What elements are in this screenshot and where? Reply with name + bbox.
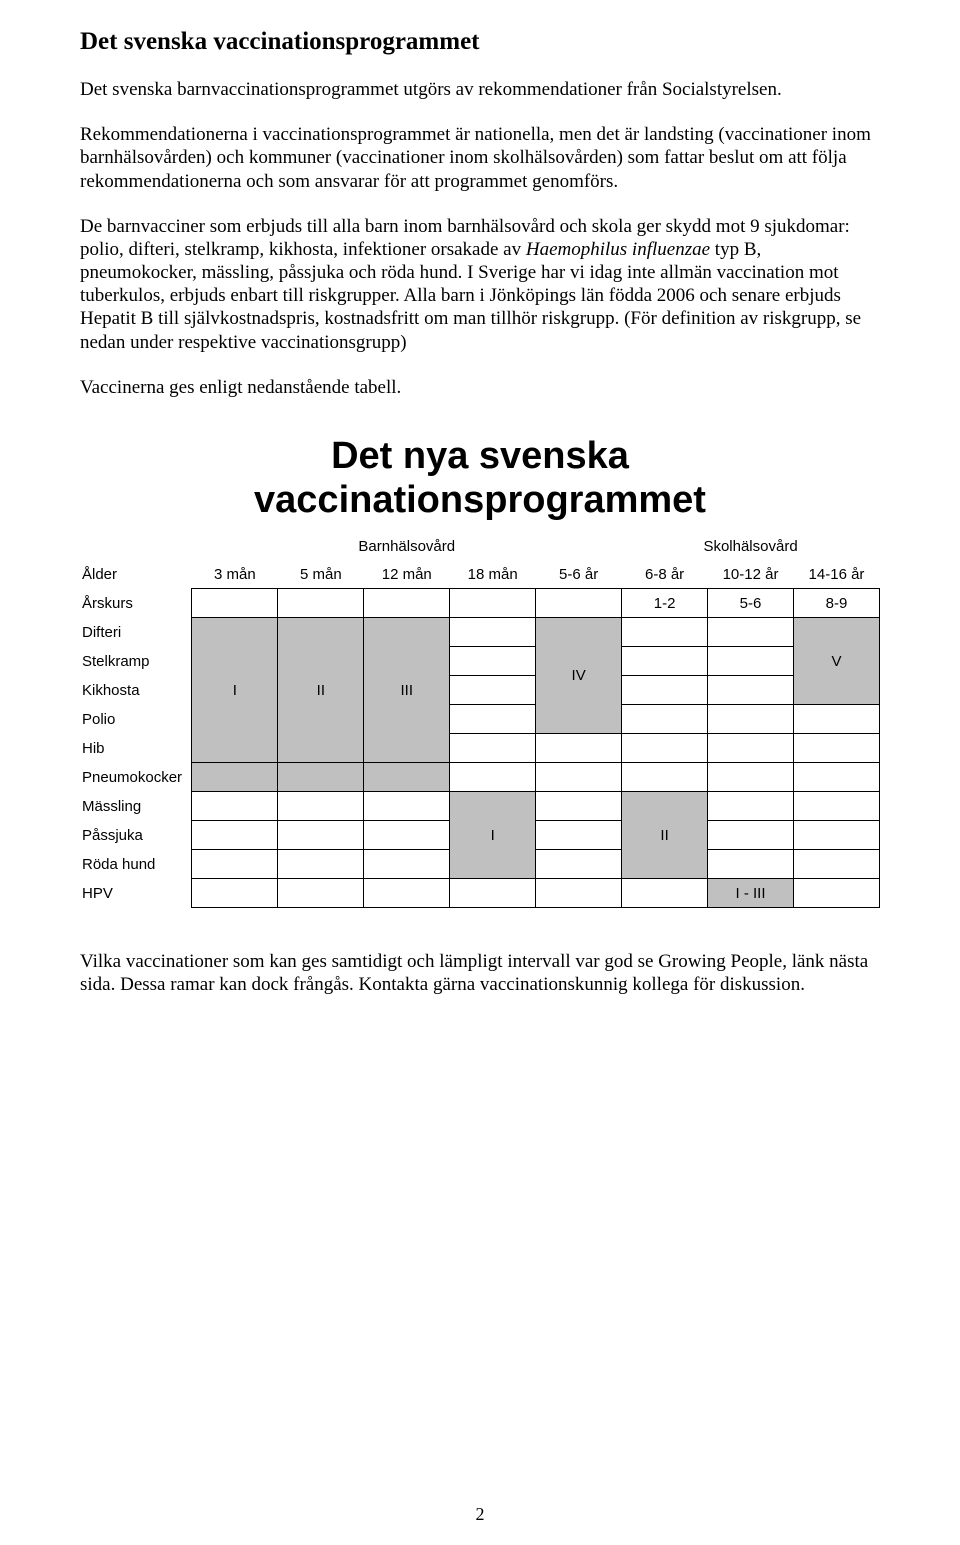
age-col-4: 5-6 år xyxy=(536,560,622,589)
intro-paragraph-3: De barnvacciner som erbjuds till alla ba… xyxy=(80,215,880,354)
dose-hpv: I - III xyxy=(708,879,794,908)
table-age-row: Ålder 3 mån 5 mån 12 mån 18 mån 5-6 år 6… xyxy=(80,560,880,589)
age-col-2: 12 mån xyxy=(364,560,450,589)
dose-ii: II xyxy=(278,618,364,763)
dose-mmr1: I xyxy=(450,792,536,879)
row-kikhosta: Kikhosta xyxy=(80,676,192,705)
page-heading: Det svenska vaccinationsprogrammet xyxy=(80,28,880,56)
row-difteri: Difteri xyxy=(80,618,192,647)
p3-italic: Haemophilus influenzae xyxy=(526,239,710,260)
chart-title: Det nya svenska vaccinationsprogrammet xyxy=(80,435,880,522)
row-stelkramp: Stelkramp xyxy=(80,647,192,676)
intro-paragraph-2: Rekommendationerna i vaccinationsprogram… xyxy=(80,123,880,193)
vaccination-schedule-table: Barnhälsovård Skolhälsovård Ålder 3 mån … xyxy=(80,532,880,908)
table-row: Pneumokocker xyxy=(80,763,880,792)
table-row: Difteri I II III IV V xyxy=(80,618,880,647)
year-row-label: Årskurs xyxy=(80,589,192,618)
table-row: Mässling I II xyxy=(80,792,880,821)
age-col-7: 14-16 år xyxy=(793,560,879,589)
age-col-1: 5 mån xyxy=(278,560,364,589)
table-row: HPV I - III xyxy=(80,879,880,908)
section-right-label: Skolhälsovård xyxy=(622,532,880,560)
dose-iii: III xyxy=(364,618,450,763)
dose-v: V xyxy=(793,618,879,705)
intro-paragraph-4: Vaccinerna ges enligt nedanstående tabel… xyxy=(80,376,880,399)
section-left-label: Barnhälsovård xyxy=(192,532,622,560)
document-page: Det svenska vaccinationsprogrammet Det s… xyxy=(0,0,960,1545)
row-hpv: HPV xyxy=(80,879,192,908)
year-2: 5-6 xyxy=(708,589,794,618)
row-pneumokocker: Pneumokocker xyxy=(80,763,192,792)
row-polio: Polio xyxy=(80,705,192,734)
row-rodahund: Röda hund xyxy=(80,850,192,879)
year-1: 1-2 xyxy=(622,589,708,618)
table-year-row: Årskurs 1-2 5-6 8-9 xyxy=(80,589,880,618)
dose-i: I xyxy=(192,618,278,763)
dose-mmr2: II xyxy=(622,792,708,879)
age-row-label: Ålder xyxy=(80,560,192,589)
row-massling: Mässling xyxy=(80,792,192,821)
table-section-row: Barnhälsovård Skolhälsovård xyxy=(80,532,880,560)
age-col-3: 18 mån xyxy=(450,560,536,589)
footer-paragraph: Vilka vaccinationer som kan ges samtidig… xyxy=(80,950,880,996)
row-passjuka: Påssjuka xyxy=(80,821,192,850)
age-col-6: 10-12 år xyxy=(708,560,794,589)
year-3: 8-9 xyxy=(793,589,879,618)
row-hib: Hib xyxy=(80,734,192,763)
age-col-0: 3 mån xyxy=(192,560,278,589)
page-number: 2 xyxy=(0,1504,960,1525)
chart-title-line2: vaccinationsprogrammet xyxy=(254,479,706,521)
age-col-5: 6-8 år xyxy=(622,560,708,589)
intro-paragraph-1: Det svenska barnvaccinationsprogrammet u… xyxy=(80,78,880,101)
chart-title-line1: Det nya svenska xyxy=(331,435,629,477)
dose-iv: IV xyxy=(536,618,622,734)
